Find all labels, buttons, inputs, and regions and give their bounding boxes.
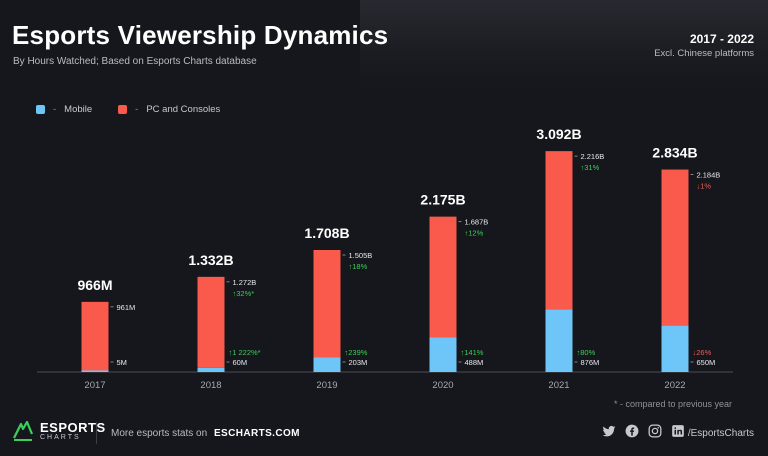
total-label-2021: 3.092B xyxy=(536,126,581,142)
esports-charts-logo-icon xyxy=(13,420,34,441)
logo-text-line1: ESPORTS xyxy=(40,420,106,435)
mobile-change-label-2018: ↑1 222%* xyxy=(229,348,261,357)
bar-pc-2020 xyxy=(429,216,457,338)
pc-value-label-2019: 1.505B xyxy=(349,251,373,260)
page-title: Esports Viewership Dynamics xyxy=(12,20,389,50)
total-label-2019: 1.708B xyxy=(304,225,349,241)
mobile-value-label-2017: 5M xyxy=(117,358,127,367)
facebook-icon[interactable] xyxy=(625,424,639,438)
mobile-change-label-2021: ↑80% xyxy=(577,348,596,357)
total-label-2020: 2.175B xyxy=(420,192,465,208)
legend-dash: - xyxy=(135,104,139,115)
x-tick-label-2022: 2022 xyxy=(664,380,685,391)
mobile-value-label-2021: 876M xyxy=(581,358,600,367)
legend-label-pc: PC and Consoles xyxy=(146,104,221,115)
pc-change-label-2019: ↑18% xyxy=(349,262,368,271)
range-note: Excl. Chinese platforms xyxy=(654,48,754,59)
pc-change-label-2020: ↑12% xyxy=(465,229,484,238)
mobile-value-label-2019: 203M xyxy=(349,358,368,367)
footnote: * - compared to previous year xyxy=(613,399,732,409)
bar-mobile-2022 xyxy=(661,325,689,372)
mobile-value-label-2018: 60M xyxy=(233,358,248,367)
date-range: 2017 - 2022 xyxy=(689,32,754,46)
bar-mobile-2021 xyxy=(545,309,573,372)
instagram-icon[interactable] xyxy=(648,424,662,438)
mobile-value-label-2022: 650M xyxy=(697,358,716,367)
footer-site-link[interactable]: ESCHARTS.COM xyxy=(213,428,300,439)
pc-value-label-2018: 1.272B xyxy=(233,278,257,287)
legend-swatch-mobile xyxy=(36,105,45,114)
legend-dash: - xyxy=(53,104,57,115)
total-label-2022: 2.834B xyxy=(652,145,697,161)
footer-divider xyxy=(96,422,97,444)
total-label-2017: 966M xyxy=(77,277,112,293)
bar-pc-2019 xyxy=(313,250,341,358)
bar-mobile-2018 xyxy=(197,367,225,372)
legend-label-mobile: Mobile xyxy=(64,104,93,115)
legend: - Mobile - PC and Consoles xyxy=(36,104,246,115)
pc-value-label-2021: 2.216B xyxy=(581,152,605,161)
bar-mobile-2020 xyxy=(429,337,457,372)
mobile-change-label-2020: ↑141% xyxy=(461,348,484,357)
esports-charts-logo[interactable]: ESPORTS CHARTS xyxy=(12,420,106,442)
legend-swatch-pc xyxy=(118,105,128,114)
logo-text-line2: CHARTS xyxy=(40,434,81,441)
social-handle[interactable]: /EsportsCharts xyxy=(687,428,754,439)
bar-mobile-2017 xyxy=(81,370,109,372)
mobile-change-label-2019: ↑239% xyxy=(345,348,368,357)
pc-value-label-2017: 961M xyxy=(117,303,136,312)
twitter-icon[interactable] xyxy=(602,424,616,438)
pc-value-label-2022: 2.184B xyxy=(697,171,721,180)
pc-change-label-2018: ↑32%* xyxy=(233,289,255,298)
mobile-change-label-2022: ↓26% xyxy=(693,348,712,357)
x-tick-label-2019: 2019 xyxy=(316,380,337,391)
pc-change-label-2022: ↓1% xyxy=(697,182,712,191)
social-icons xyxy=(602,424,694,438)
bar-pc-2017 xyxy=(81,301,109,371)
bar-pc-2021 xyxy=(545,151,573,310)
x-tick-label-2017: 2017 xyxy=(84,380,105,391)
bar-pc-2018 xyxy=(197,276,225,368)
footer-more-text: More esports stats on xyxy=(111,428,208,439)
background-banner xyxy=(360,0,768,90)
bar-mobile-2019 xyxy=(313,357,341,372)
linkedin-icon[interactable] xyxy=(671,424,685,438)
pc-value-label-2020: 1.687B xyxy=(465,218,489,227)
x-tick-label-2020: 2020 xyxy=(432,380,453,391)
footer-more-stats: More esports stats on ESCHARTS.COM xyxy=(111,428,300,439)
x-tick-label-2018: 2018 xyxy=(200,380,221,391)
bar-pc-2022 xyxy=(661,169,689,326)
x-tick-label-2021: 2021 xyxy=(548,380,569,391)
pc-change-label-2021: ↑31% xyxy=(581,163,600,172)
page-subtitle: By Hours Watched; Based on Esports Chart… xyxy=(13,56,257,67)
mobile-value-label-2020: 488M xyxy=(465,358,484,367)
total-label-2018: 1.332B xyxy=(188,252,233,268)
